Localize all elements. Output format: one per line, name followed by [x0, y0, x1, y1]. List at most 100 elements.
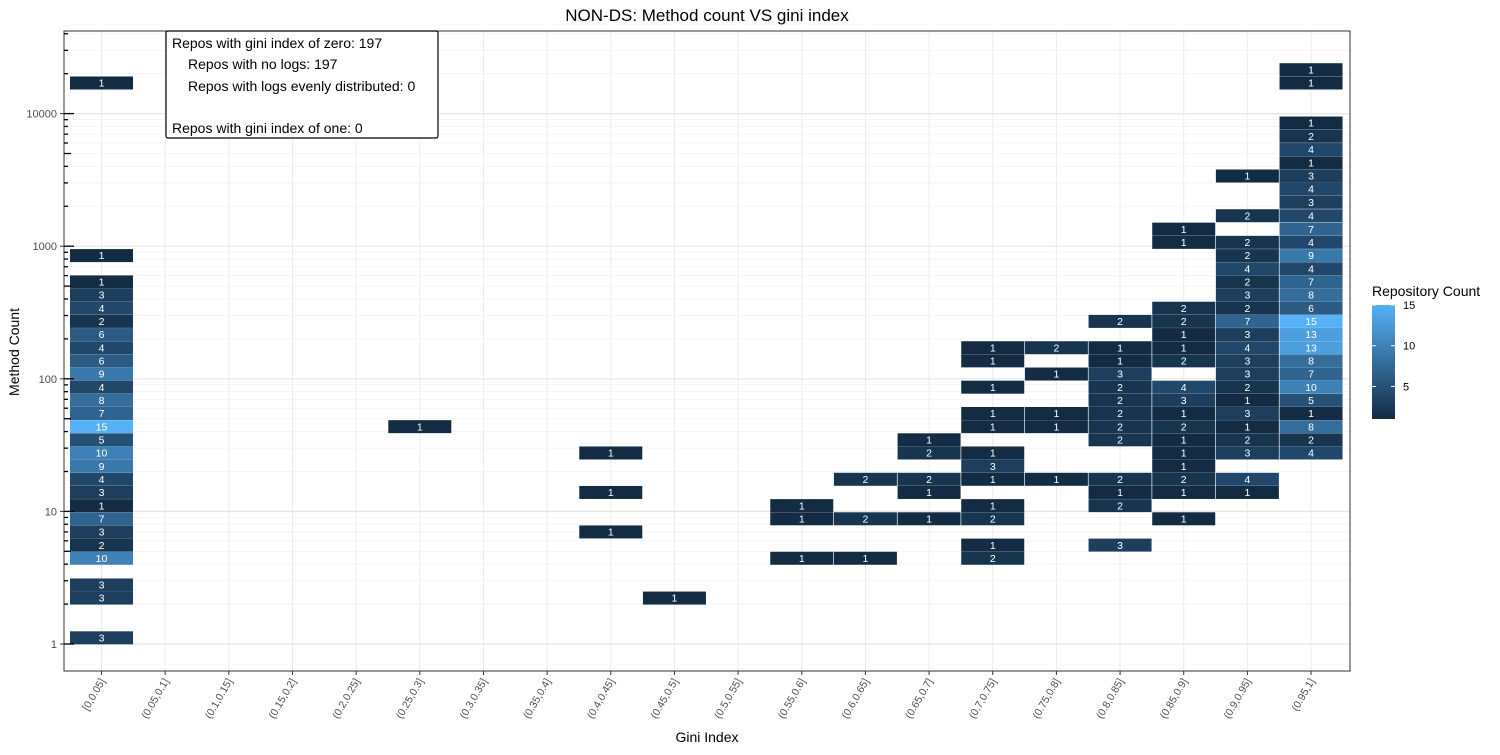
heatmap-cell	[70, 420, 133, 434]
cell-value-label: 1	[1053, 408, 1059, 420]
cell-value-label: 13	[1305, 329, 1317, 341]
heatmap-cell	[579, 525, 643, 539]
cell-value-label: 2	[99, 316, 105, 328]
cell-value-label: 6	[99, 356, 105, 368]
heatmap-cell	[897, 446, 961, 460]
cell-value-label: 2	[1181, 316, 1187, 328]
heatmap-cell	[1024, 420, 1088, 434]
heatmap-cell	[70, 512, 133, 526]
y-tick-label: 1	[51, 639, 57, 651]
heatmap-cell	[1279, 195, 1343, 209]
cell-value-label: 1	[990, 474, 996, 486]
cell-value-label: 2	[1117, 474, 1123, 486]
heatmap-cell	[1152, 472, 1216, 486]
heatmap-cell	[1279, 129, 1343, 143]
cell-value-label: 15	[96, 421, 108, 433]
heatmap-cell	[1088, 393, 1152, 407]
cell-value-label: 7	[99, 513, 105, 525]
cell-value-label: 3	[99, 632, 105, 644]
cell-value-label: 6	[1308, 303, 1314, 315]
cell-value-label: 1	[1308, 118, 1314, 130]
heatmap-cell	[1215, 301, 1279, 315]
heatmap-cell	[1279, 262, 1343, 276]
cell-value-label: 1	[799, 553, 805, 565]
cell-value-label: 2	[1181, 474, 1187, 486]
cell-value-label: 2	[1244, 237, 1250, 249]
heatmap-cell	[1215, 275, 1279, 289]
annotation-line: Repos with gini index of one: 0	[172, 120, 363, 136]
cell-value-label: 1	[1053, 421, 1059, 433]
heatmap-cell	[1024, 407, 1088, 421]
heatmap-cell	[1215, 407, 1279, 421]
cell-value-label: 1	[99, 500, 105, 512]
cell-value-label: 2	[1117, 434, 1123, 446]
heatmap-cell	[1279, 420, 1343, 434]
cell-value-label: 1	[1244, 171, 1250, 183]
heatmap-cell	[1279, 446, 1343, 460]
cell-value-label: 1	[990, 540, 996, 552]
heatmap-cell	[1215, 354, 1279, 368]
heatmap-cell	[1279, 235, 1343, 249]
heatmap-cell	[1088, 407, 1152, 421]
cell-value-label: 1	[1117, 487, 1123, 499]
cell-value-label: 2	[1181, 356, 1187, 368]
cell-value-label: 3	[99, 290, 105, 302]
cell-value-label: 7	[1308, 277, 1314, 289]
heatmap-cell	[70, 354, 133, 368]
heatmap-cell	[1024, 341, 1088, 355]
heatmap-cell	[1215, 380, 1279, 394]
heatmap-cell	[70, 393, 133, 407]
cell-value-label: 15	[1305, 316, 1317, 328]
heatmap-cell	[770, 499, 834, 513]
heatmap-cell	[1152, 512, 1216, 526]
heatmap-cell	[70, 485, 133, 499]
cell-value-label: 2	[862, 474, 868, 486]
cell-value-label: 1	[1308, 78, 1314, 90]
heatmap-cell	[1279, 209, 1343, 223]
heatmap-cell	[70, 433, 133, 447]
cell-value-label: 8	[1308, 290, 1314, 302]
annotation-line: Repos with no logs: 197	[188, 56, 338, 72]
heatmap-cell	[579, 485, 643, 499]
heatmap-cell	[70, 367, 133, 381]
cell-value-label: 2	[1181, 303, 1187, 315]
heatmap-cell	[1279, 301, 1343, 315]
cell-value-label: 2	[1244, 382, 1250, 394]
cell-value-label: 1	[1053, 369, 1059, 381]
cell-value-label: 9	[99, 369, 105, 381]
cell-value-label: 7	[1308, 224, 1314, 236]
heatmap-cell	[833, 551, 897, 565]
heatmap-cell	[1279, 63, 1343, 77]
cell-value-label: 2	[1244, 250, 1250, 262]
cell-value-label: 3	[99, 527, 105, 539]
cell-value-label: 10	[96, 448, 108, 460]
heatmap-cell	[1215, 314, 1279, 328]
heatmap-cell	[70, 459, 133, 473]
cell-value-label: 6	[99, 329, 105, 341]
heatmap-cell	[1088, 380, 1152, 394]
heatmap-cell	[897, 472, 961, 486]
cell-value-label: 3	[99, 580, 105, 592]
heatmap-cell	[1279, 288, 1343, 302]
y-axis-title: Method Count	[6, 308, 22, 396]
heatmap-cell	[1279, 182, 1343, 196]
cell-value-label: 2	[926, 448, 932, 460]
cell-value-label: 1	[990, 382, 996, 394]
cell-value-label: 1	[1244, 421, 1250, 433]
cell-value-label: 2	[1117, 421, 1123, 433]
cell-value-label: 1	[926, 513, 932, 525]
heatmap-cell	[961, 538, 1025, 552]
heatmap-cell	[1279, 380, 1343, 394]
heatmap-cell	[1152, 380, 1216, 394]
heatmap-cell	[1088, 367, 1152, 381]
cell-value-label: 1	[1308, 157, 1314, 169]
heatmap-cell	[70, 341, 133, 355]
heatmap-cell	[1215, 367, 1279, 381]
heatmap-cell	[1279, 328, 1343, 342]
cell-value-label: 10	[1305, 382, 1317, 394]
heatmap-cell	[1152, 407, 1216, 421]
cell-value-label: 1	[1181, 434, 1187, 446]
y-tick-label: 10	[45, 506, 57, 518]
